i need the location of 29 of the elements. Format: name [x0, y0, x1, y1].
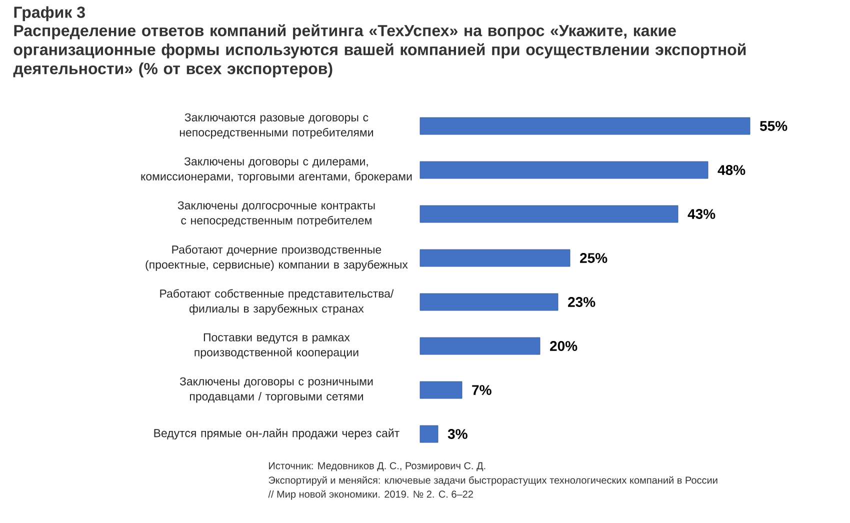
data-label: 48% — [718, 165, 746, 175]
bar — [420, 293, 558, 311]
data-label: 43% — [688, 209, 716, 219]
text: // Мир новой экономики. 2019. № 2. С. 6–22 — [268, 490, 473, 500]
data-label: 25% — [580, 253, 608, 263]
chart-subtitle: Распределение ответов компаний рейтинга «ТехУспех» на вопрос «Укажите, какие организационные формы используются вашей компанией при осуществлении экспортной деятельности» (% от всех экспортеров) — [13, 24, 746, 78]
y-tick-label: Ведутся прямые он-лайн продажи через сайт — [154, 428, 400, 440]
y-tick-label: Заключаются разовые договоры с непосредственными потребителями — [180, 113, 373, 139]
bar — [420, 117, 750, 135]
bar — [420, 161, 708, 179]
y-tick-label: Заключены долгосрочные контракты с непосредственным потребителем — [178, 201, 375, 227]
bar — [420, 205, 678, 223]
data-label: 23% — [568, 297, 596, 307]
y-tick-label: Поставки ведутся в рамках производственной кооперации — [194, 333, 358, 359]
text: Источник: Медовников Д. С., Розмирович С. Д. — [269, 462, 486, 472]
text: Экспортируй и меняйся: ключевые задачи быстрорастущих технологических компаний в России — [268, 476, 718, 486]
data-label: 7% — [472, 385, 492, 395]
bar — [420, 249, 570, 267]
y-tick-label: Заключены договоры с дилерами, комиссионерами, торговыми агентами, брокерами — [141, 157, 412, 183]
bar — [420, 381, 462, 399]
y-tick-label: Заключены договоры с розничными продавцами / торговыми сетями — [180, 377, 373, 403]
y-tick-label: Работают дочерние производственные (проектные, сервисные) компании в зарубежных — [146, 245, 408, 271]
text: График 3 — [14, 6, 85, 22]
data-label: 3% — [448, 429, 468, 439]
y-tick-label: Работают собственные представительства/ филиалы в зарубежных странах — [160, 289, 394, 315]
bar — [420, 337, 540, 355]
bar — [420, 425, 438, 443]
data-label: 55% — [760, 121, 788, 131]
data-label: 20% — [550, 341, 578, 351]
